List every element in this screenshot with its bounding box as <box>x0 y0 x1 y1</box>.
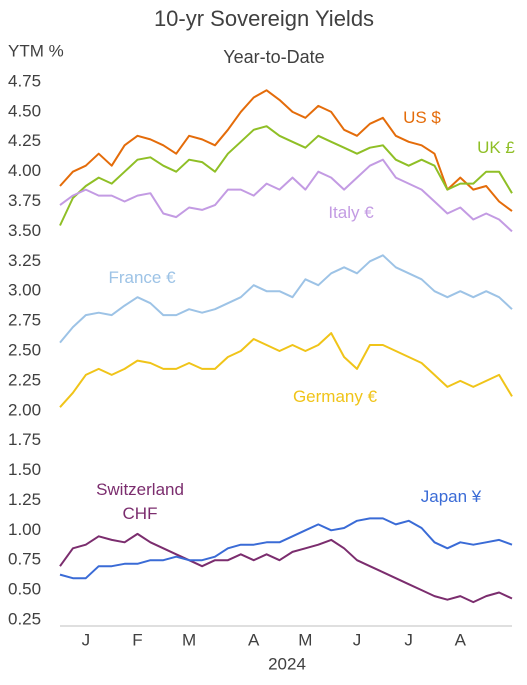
x-tick-label: M <box>298 630 312 649</box>
series-label: Italy € <box>328 203 374 222</box>
series-label: US $ <box>403 108 441 127</box>
y-tick-label: 0.75 <box>8 550 41 569</box>
series-label: Germany € <box>292 387 378 406</box>
series-line <box>59 332 513 408</box>
y-tick-label: 4.75 <box>8 71 41 90</box>
y-tick-label: 1.75 <box>8 430 41 449</box>
y-axis-label: YTM % <box>8 41 64 60</box>
y-tick-label: 4.25 <box>8 131 41 150</box>
x-axis-label: 2024 <box>268 654 306 673</box>
y-tick-label: 3.00 <box>8 281 41 300</box>
y-tick-label: 0.25 <box>8 610 41 629</box>
series-line <box>59 517 513 580</box>
x-tick-label: M <box>182 630 196 649</box>
y-tick-label: 1.50 <box>8 460 41 479</box>
x-tick-label: J <box>82 630 91 649</box>
series-line <box>59 125 513 226</box>
x-tick-label: A <box>455 630 467 649</box>
series-label: UK £ <box>477 138 515 157</box>
series-line <box>59 158 513 233</box>
x-tick-label: A <box>248 630 260 649</box>
y-tick-label: 2.25 <box>8 370 41 389</box>
y-tick-label: 4.50 <box>8 101 41 120</box>
y-tick-label: 1.00 <box>8 520 41 539</box>
y-tick-label: 3.75 <box>8 191 41 210</box>
y-tick-label: 1.25 <box>8 490 41 509</box>
y-tick-label: 2.75 <box>8 311 41 330</box>
y-tick-label: 4.00 <box>8 161 41 180</box>
series-line <box>59 254 513 344</box>
x-tick-label: F <box>132 630 142 649</box>
chart-title: 10-yr Sovereign Yields <box>154 6 374 31</box>
series-label: Switzerland CHF <box>96 480 184 523</box>
x-tick-label: J <box>353 630 362 649</box>
y-tick-label: 2.00 <box>8 400 41 419</box>
series-line <box>59 532 513 604</box>
y-tick-label: 3.25 <box>8 251 41 270</box>
x-tick-label: J <box>404 630 413 649</box>
chart-subtitle: Year-to-Date <box>223 47 324 67</box>
y-tick-label: 3.50 <box>8 221 41 240</box>
series-label: Japan ¥ <box>420 487 482 506</box>
y-tick-label: 0.50 <box>8 580 41 599</box>
series-line <box>59 89 513 212</box>
series-label: France € <box>108 268 176 287</box>
y-tick-label: 2.50 <box>8 340 41 359</box>
